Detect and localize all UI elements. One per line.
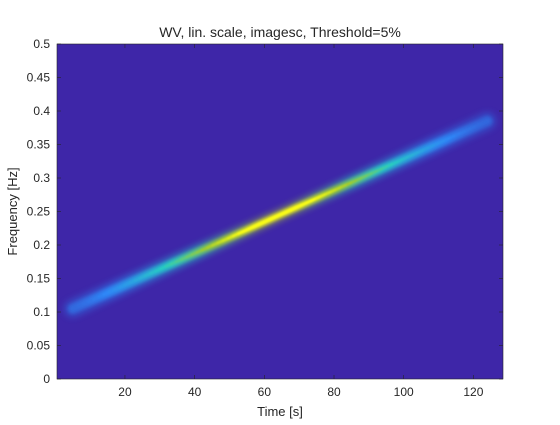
x-tick-label: 40 [188, 385, 202, 399]
y-axis: 0 0.05 0.1 0.15 0.2 0.25 0.3 0.35 0.4 0.45 0.5 [27, 37, 503, 386]
ridge-layer [63, 112, 497, 318]
y-tick-label: 0.35 [27, 138, 51, 152]
y-tick-label: 0.05 [27, 339, 51, 353]
x-axis: 20 40 60 80 100 120 [118, 44, 484, 399]
y-tick-label: 0.15 [27, 272, 51, 286]
x-tick-label: 120 [463, 385, 483, 399]
y-tick-label: 0.5 [33, 37, 50, 51]
y-tick-label: 0.3 [33, 171, 50, 185]
y-tick-label: 0 [43, 372, 50, 386]
x-tick-label: 20 [118, 385, 132, 399]
x-tick-label: 80 [327, 385, 341, 399]
y-axis-label: Frequency [Hz] [5, 167, 20, 255]
chart-title: WV, lin. scale, imagesc, Threshold=5% [159, 24, 401, 40]
y-tick-label: 0.4 [33, 104, 50, 118]
y-tick-label: 0.45 [27, 71, 51, 85]
y-tick-label: 0.2 [33, 238, 50, 252]
x-axis-label: Time [s] [257, 404, 303, 419]
x-tick-label: 60 [258, 385, 272, 399]
y-tick-label: 0.1 [33, 305, 50, 319]
ridge-segment [480, 119, 489, 125]
x-tick-label: 100 [394, 385, 414, 399]
y-tick-label: 0.25 [27, 205, 51, 219]
ridge-core [71, 119, 489, 310]
